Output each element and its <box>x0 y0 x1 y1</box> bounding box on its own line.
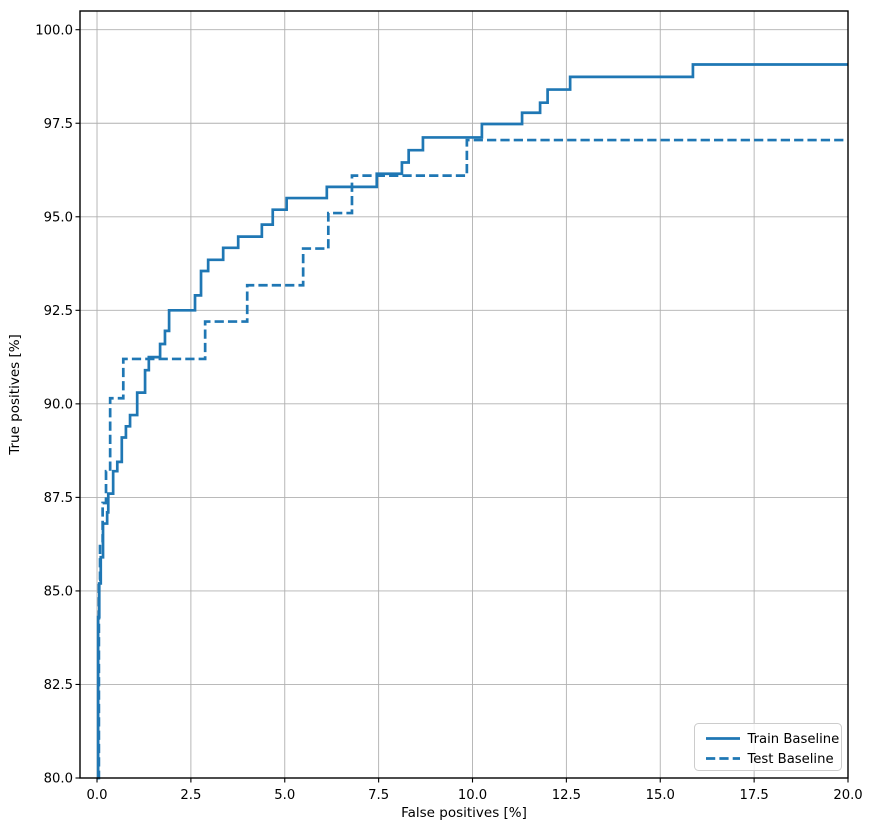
x-tick-label: 2.5 <box>180 788 201 803</box>
x-tick-label: 17.5 <box>739 788 768 803</box>
x-axis-label: False positives [%] <box>401 805 527 821</box>
y-tick-label: 100.0 <box>35 23 73 38</box>
y-axis-label: True positives [%] <box>7 334 23 456</box>
y-tick-label: 95.0 <box>44 210 73 225</box>
y-tick-label: 87.5 <box>44 491 73 506</box>
y-tick-label: 90.0 <box>44 397 73 412</box>
x-tick-label: 10.0 <box>458 788 487 803</box>
x-tick-label: 0.0 <box>87 788 108 803</box>
grid-layer <box>80 11 849 779</box>
y-tick-label: 80.0 <box>44 772 73 787</box>
legend-box <box>694 723 842 771</box>
y-tick-label: 85.0 <box>44 585 73 600</box>
x-tick-label: 12.5 <box>552 788 581 803</box>
y-tick-label: 82.5 <box>44 678 73 693</box>
y-tick-label: 92.5 <box>44 304 73 319</box>
legend-label-train: Train Baseline <box>747 732 840 747</box>
tick-layer: 0.0 2.5 5.0 7.5 10.0 12.5 15.0 17.5 20.0 80.0 82.5… <box>35 23 862 803</box>
test-baseline-line <box>97 138 848 780</box>
x-tick-label: 20.0 <box>833 788 862 803</box>
y-tick-label: 97.5 <box>44 117 73 132</box>
legend: Train Baseline Test Baseline <box>694 723 842 771</box>
x-tick-label: 7.5 <box>368 788 389 803</box>
axes-frame <box>79 10 849 779</box>
series-layer <box>96 63 848 780</box>
x-tick-label: 15.0 <box>646 788 675 803</box>
train-baseline-line <box>96 63 848 780</box>
x-tick-label: 5.0 <box>274 788 295 803</box>
legend-label-test: Test Baseline <box>747 752 834 767</box>
